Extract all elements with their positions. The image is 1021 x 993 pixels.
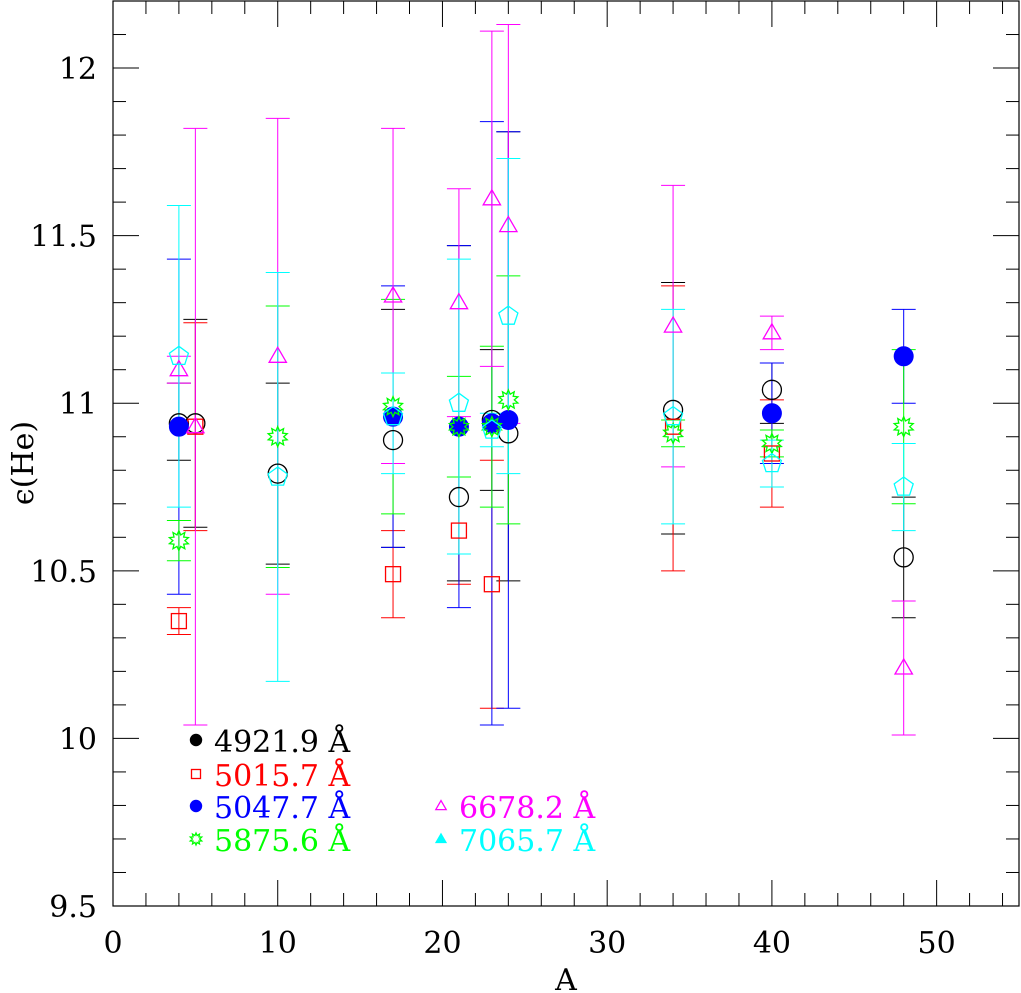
data-point (266, 425, 289, 449)
data-point (893, 547, 914, 568)
data-point (167, 528, 190, 553)
legend-marker (189, 799, 203, 813)
y-tick-label: 12 (59, 52, 97, 87)
data-point (761, 403, 782, 424)
data-point (893, 346, 914, 367)
y-axis-label: ϵ(He) (6, 421, 41, 505)
data-point (663, 315, 683, 333)
legend-marker (434, 832, 448, 844)
y-tick-label: 11 (59, 387, 97, 422)
data-point (267, 345, 288, 363)
data-point (447, 415, 470, 439)
data-point (168, 416, 189, 437)
data-point (893, 476, 914, 496)
data-point (892, 415, 915, 439)
x-tick-label: 10 (259, 926, 297, 961)
data-point (170, 612, 188, 630)
error-bars (166, 23, 916, 736)
x-tick-label: 20 (423, 926, 461, 961)
y-tick-label: 11.5 (30, 220, 97, 255)
data-point (382, 405, 404, 426)
y-tick-label: 10.5 (30, 555, 97, 590)
legend-marker (190, 768, 202, 780)
y-tick-label: 10 (59, 722, 97, 757)
data-point (483, 576, 501, 593)
x-tick-label: 30 (588, 926, 626, 961)
data-point (168, 345, 190, 366)
legend-marker (189, 733, 203, 747)
data-point (481, 419, 503, 439)
data-point (497, 388, 520, 412)
data-point (381, 394, 405, 419)
data-markers (167, 188, 915, 675)
legend-marker (434, 799, 448, 811)
data-point (662, 405, 684, 426)
data-point (480, 415, 503, 439)
legend-marker (188, 831, 204, 847)
data-point (185, 416, 206, 434)
data-point (482, 188, 502, 206)
data-point (761, 379, 783, 400)
legend-label: 7065.7 Å (459, 823, 596, 859)
x-tick-label: 40 (753, 926, 791, 961)
data-point (169, 359, 189, 377)
data-point (448, 392, 470, 412)
data-point (267, 466, 288, 486)
legend-label: 5015.7 Å (214, 758, 351, 794)
data-point (763, 445, 781, 462)
data-point (448, 486, 470, 508)
y-tick-label: 9.5 (49, 890, 97, 925)
data-point (664, 418, 682, 435)
data-point (384, 566, 402, 583)
legend-label: 4921.9 Å (214, 724, 351, 760)
data-point (893, 657, 914, 675)
data-point (761, 452, 783, 473)
x-tick-label: 0 (103, 926, 122, 961)
data-point (449, 292, 469, 310)
data-point (498, 305, 519, 325)
legend-label: 5875.6 Å (214, 823, 351, 859)
legend-label: 5047.7 Å (214, 790, 351, 826)
x-tick-label: 50 (918, 926, 956, 961)
data-point (383, 285, 403, 303)
data-point (662, 421, 685, 446)
data-point (450, 522, 468, 539)
data-point (762, 322, 782, 340)
data-point (498, 215, 519, 233)
legend-label: 6678.2 Å (459, 790, 596, 826)
x-axis-label: A (554, 963, 577, 993)
data-point (382, 429, 404, 451)
axes: 0 10 20 30 40 50 9.5 10 10.5 11 11.5 12 (30, 0, 1020, 961)
plot-frame (112, 0, 1020, 907)
